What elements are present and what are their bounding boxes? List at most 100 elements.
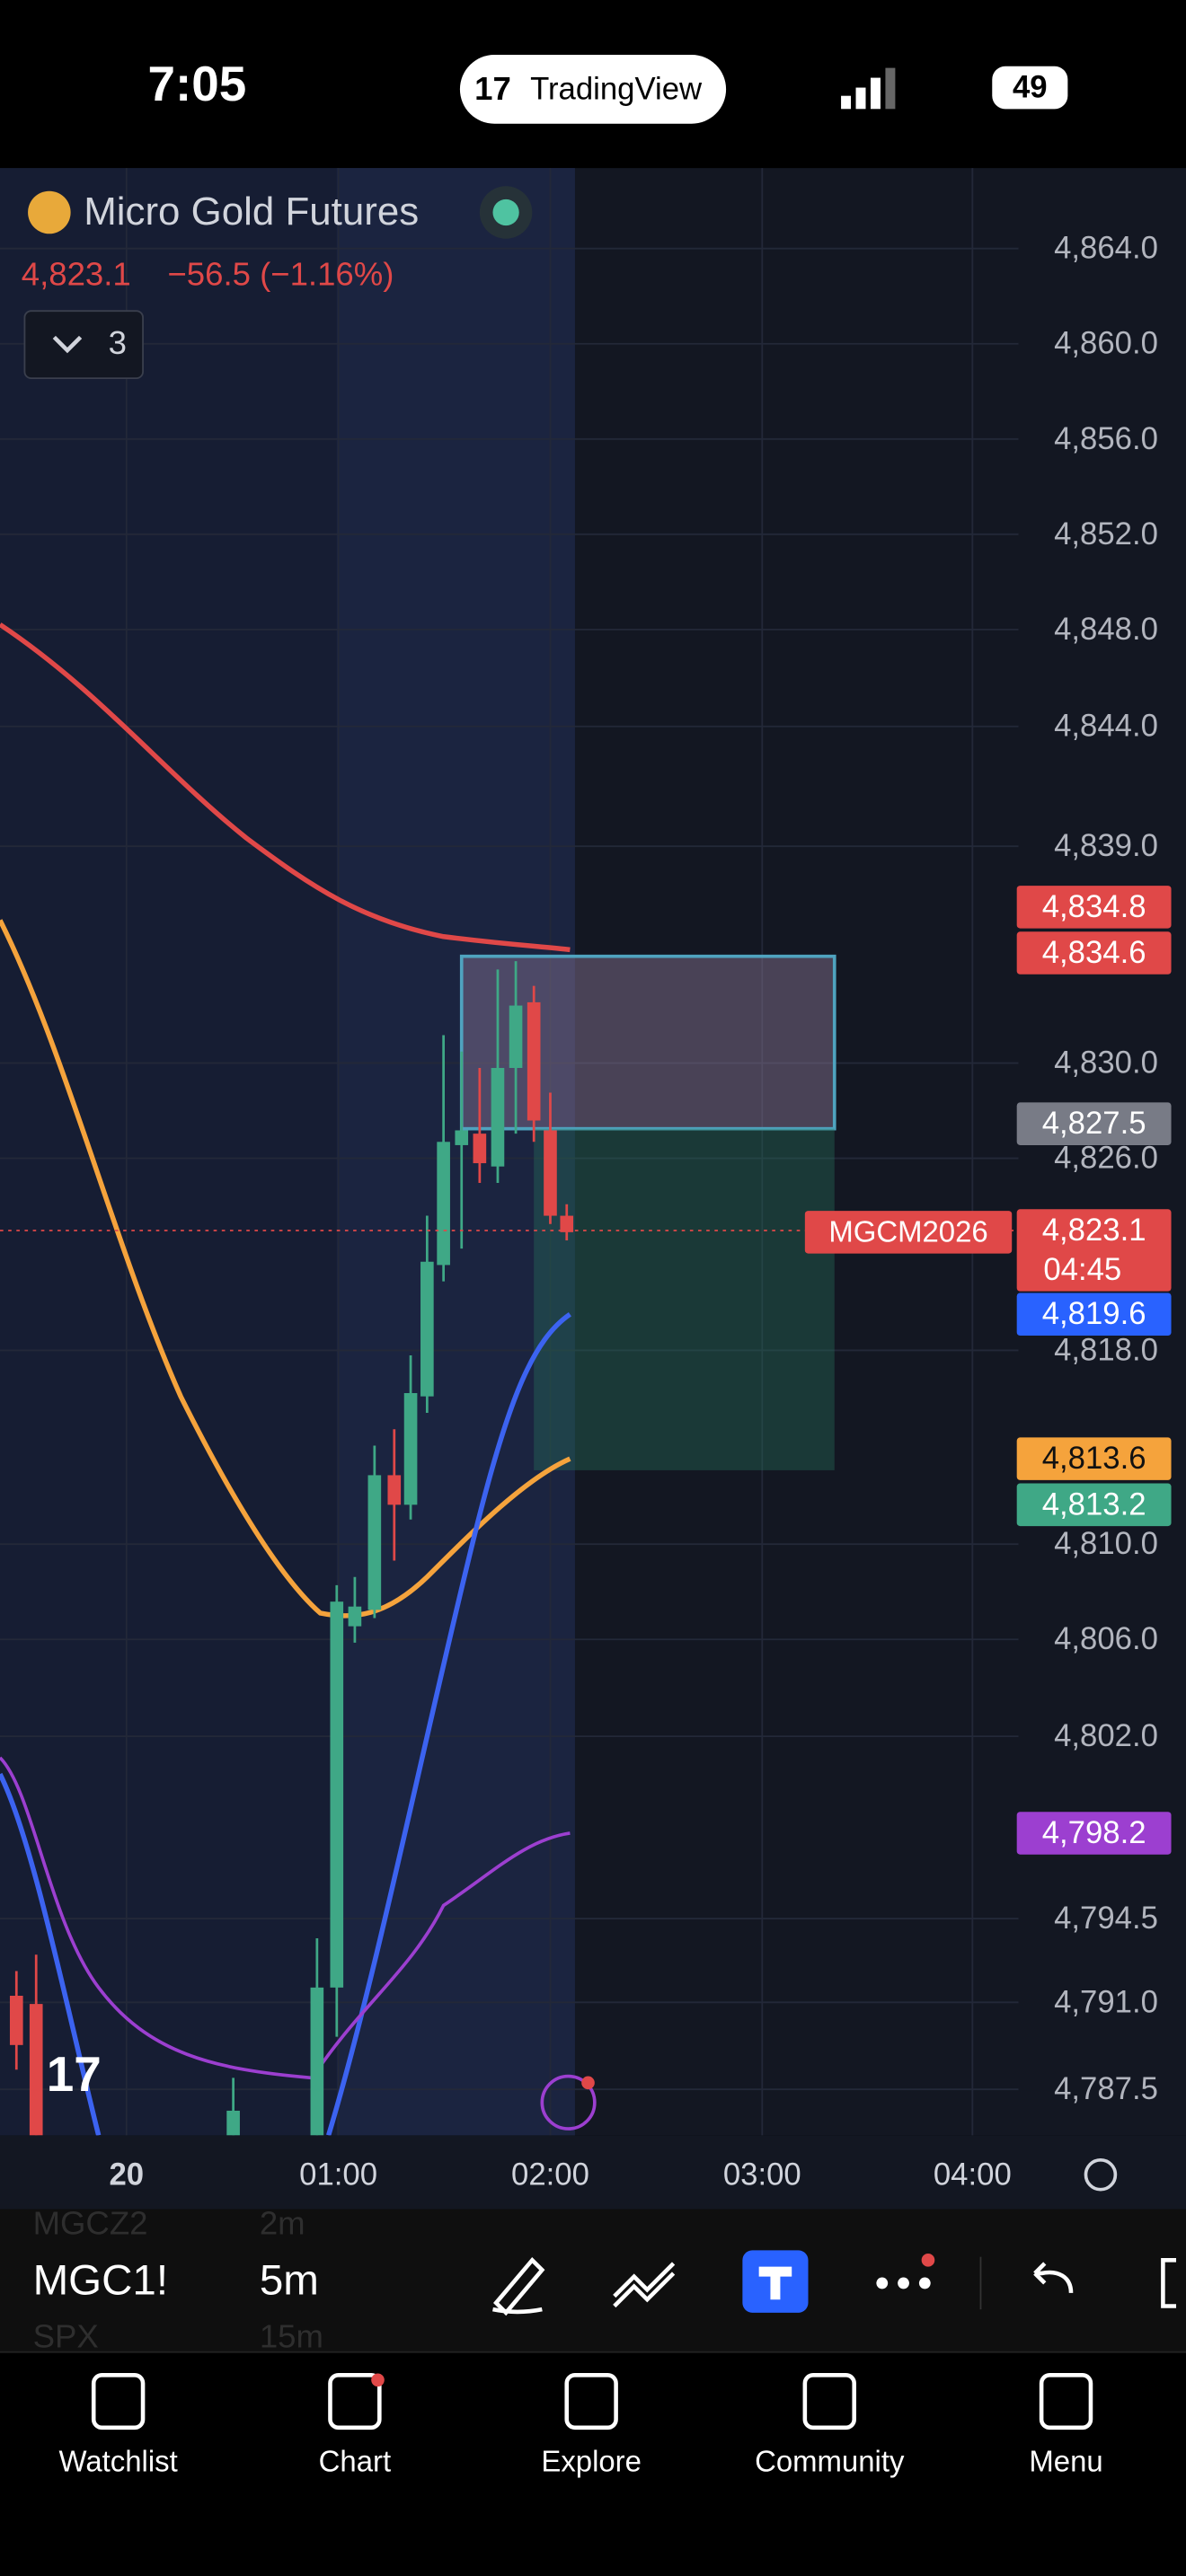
candle-body [473, 1134, 487, 1164]
position-icon [758, 2266, 792, 2300]
price-axis-label: 4,806.0 [1054, 1622, 1158, 1656]
grid: 4,864.0 4,860.0 4,856.0 4,852.0 4,848.0 4,844… [0, 168, 1158, 2136]
candles [9, 961, 574, 2136]
nav-icon[interactable] [564, 2373, 618, 2430]
undo-icon[interactable] [1033, 2262, 1074, 2294]
price-tag: 4,827.5 [1042, 1107, 1146, 1141]
candle-body [403, 1393, 418, 1505]
candle-body [455, 1130, 469, 1145]
price-axis-label: 4,818.0 [1054, 1333, 1158, 1367]
candle-body [367, 1475, 382, 1610]
time-axis [0, 2135, 1186, 2210]
symbol-tag: MGCM2026 [828, 1214, 987, 1248]
candle-body [330, 1601, 344, 1988]
price-tag: 4,823.1 [1042, 1213, 1146, 1248]
time-label: 20 [109, 2157, 144, 2192]
more-dot [921, 2254, 935, 2267]
lines-icon[interactable] [613, 2262, 676, 2308]
price-axis-label: 4,852.0 [1054, 517, 1158, 551]
price-axis-label: 4,802.0 [1054, 1719, 1158, 1753]
price-axis-label: 4,810.0 [1054, 1527, 1158, 1561]
stop-zone [459, 954, 836, 1131]
time-label: 03:00 [723, 2157, 801, 2192]
candle-body [527, 1001, 541, 1121]
time-label: 02:00 [511, 2157, 589, 2192]
nav-icon[interactable] [802, 2373, 856, 2430]
battery-level: 49 [1013, 71, 1048, 105]
nav-badge [371, 2373, 385, 2387]
bottom-nav [0, 2351, 1186, 2576]
candle-body [387, 1475, 402, 1505]
nav-icon[interactable] [328, 2373, 382, 2430]
price-tag-bg [1016, 886, 1172, 929]
price-axis-label: 4,839.0 [1054, 829, 1158, 863]
ma-orange [0, 919, 571, 1619]
price-tag-bg [1016, 1209, 1172, 1292]
draw-icon[interactable] [492, 2256, 545, 2316]
indicator-toggle[interactable] [23, 310, 144, 380]
price-axis-label: 4,860.0 [1054, 327, 1158, 361]
ghost-interval: 2m [260, 2205, 305, 2242]
status-time: 7:05 [148, 56, 247, 111]
candle-body [560, 1215, 574, 1232]
candle-body [491, 1068, 505, 1167]
candle-body [29, 2004, 43, 2136]
countdown: 04:45 [1043, 1253, 1121, 1287]
status-dot [492, 198, 519, 226]
price-tag-bg [1016, 931, 1172, 975]
ma-blue [0, 1311, 571, 2137]
time-label: 01:00 [299, 2157, 377, 2192]
alert-icon[interactable] [540, 2074, 597, 2130]
highlight-column [336, 168, 575, 2136]
ghost-symbol: MGCZ2 [33, 2205, 148, 2242]
time-label: 04:00 [934, 2157, 1012, 2192]
nav-label[interactable]: Community [755, 2445, 905, 2478]
price-tag: 4,834.6 [1042, 936, 1146, 970]
price-tag: 4,813.6 [1042, 1442, 1146, 1476]
nav-label[interactable]: Chart [319, 2445, 391, 2478]
symbol-price: 4,823.1 [22, 255, 131, 292]
symbol-icon [28, 190, 71, 234]
indicator-count: 3 [109, 324, 127, 361]
nav-items: Watchlist Chart Explore Community Menu [59, 2373, 1103, 2478]
settings-icon[interactable] [1084, 2157, 1118, 2192]
alert-dot [581, 2076, 595, 2090]
price-tag-bg [1016, 1437, 1172, 1480]
toolbar-symbol[interactable]: MGC1! [33, 2256, 168, 2304]
candle-body [437, 1142, 450, 1266]
target-zone [534, 1128, 835, 1470]
nav-label[interactable]: Watchlist [59, 2445, 178, 2478]
app-logo: 17 [474, 70, 511, 107]
battery [992, 66, 1068, 110]
price-tag: 4,834.8 [1042, 890, 1146, 924]
toolbar-interval[interactable]: 5m [260, 2256, 319, 2304]
app-pill [459, 54, 727, 124]
nav-icon[interactable] [1039, 2373, 1093, 2430]
symbol-tag-bg [804, 1211, 1013, 1254]
candle-body [420, 1261, 434, 1397]
price-tag-bg [1016, 1292, 1172, 1337]
price-axis-label: 4,787.5 [1054, 2072, 1158, 2106]
symbol-name: Micro Gold Futures [84, 190, 419, 234]
candle-body [310, 1987, 324, 2136]
time-labels: 20 01:00 02:00 03:00 04:00 [109, 2157, 1011, 2192]
ma-purple [0, 1756, 571, 2080]
candle-body [226, 2110, 240, 2136]
more-icon[interactable] [876, 2277, 931, 2289]
symbol-change: −56.5 (−1.16%) [167, 255, 394, 292]
price-tag: 4,798.2 [1042, 1816, 1146, 1850]
nav-label[interactable]: Explore [541, 2445, 642, 2478]
price-axis-label: 4,864.0 [1054, 232, 1158, 266]
candle-body [509, 1005, 523, 1069]
fullscreen-icon[interactable] [1161, 2258, 1177, 2308]
price-axis-label: 4,844.0 [1054, 710, 1158, 744]
price-tag-bg [1016, 1483, 1172, 1527]
ma-red [0, 622, 571, 953]
signal [841, 67, 896, 110]
nav-label[interactable]: Menu [1029, 2445, 1102, 2478]
nav-icon[interactable] [91, 2373, 146, 2430]
price-axis-label: 4,856.0 [1054, 422, 1158, 456]
toolbar [0, 2209, 1186, 2352]
ghost-interval: 15m [260, 2318, 323, 2355]
